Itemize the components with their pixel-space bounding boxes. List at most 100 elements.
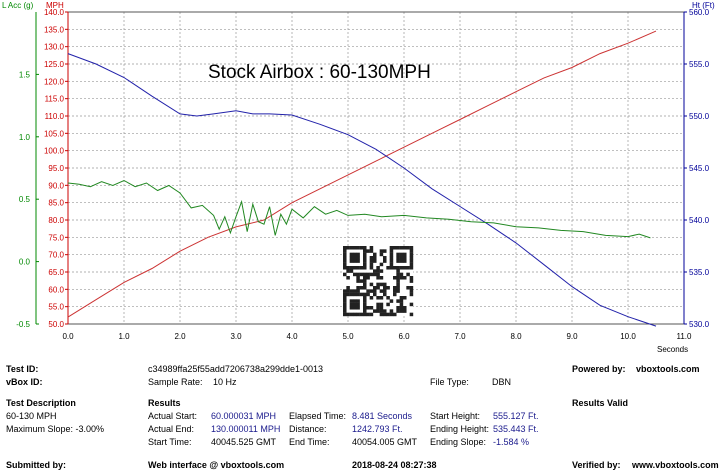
qr-module [359, 286, 364, 290]
qr-module [379, 312, 384, 317]
qr-module [393, 266, 397, 270]
x-tick-label: 7.0 [454, 332, 466, 341]
vbox-id-label: vBox ID: [6, 377, 43, 387]
qr-module [403, 309, 407, 313]
qr-module [353, 272, 357, 277]
x-axis-label: Seconds [657, 345, 688, 354]
qr-module [406, 286, 410, 290]
series-line-mph [67, 30, 657, 318]
qr-module [396, 276, 400, 280]
qr-module [373, 309, 377, 313]
qr-module [343, 256, 347, 260]
qr-module [359, 312, 364, 317]
start-time-label: Start Time: [148, 437, 192, 447]
qr-module [346, 266, 350, 270]
qr-module [343, 292, 347, 297]
ht-tick-label: 555.0 [689, 60, 710, 69]
qr-module [366, 249, 370, 253]
qr-module [353, 256, 357, 260]
qr-module [376, 296, 380, 300]
qr-module [349, 246, 354, 250]
qr-module [403, 296, 407, 300]
qr-module [366, 312, 370, 317]
qr-module [403, 256, 407, 260]
qr-module [353, 302, 357, 307]
maximum-slope: Maximum Slope: -3.00% [6, 424, 105, 434]
qr-module [399, 266, 404, 270]
powered-by-value: vboxtools.com [636, 364, 700, 374]
qr-module [353, 299, 357, 303]
qr-module [363, 272, 367, 277]
qr-module [363, 296, 367, 300]
ending-slope-label: Ending Slope: [430, 437, 487, 447]
x-tick-label: 6.0 [398, 332, 410, 341]
qr-module [379, 252, 384, 257]
qr-module [403, 306, 407, 310]
ht-tick-label: 530.0 [689, 320, 710, 329]
qr-module [369, 259, 374, 263]
qr-module [376, 306, 380, 310]
qr-module [403, 259, 407, 263]
lacc-tick-label: 1.0 [19, 133, 31, 142]
qr-module [346, 269, 350, 273]
qr-module [363, 256, 367, 260]
qr-module [349, 289, 354, 293]
qr-module [363, 249, 367, 253]
qr-module [356, 286, 360, 290]
qr-module [399, 246, 404, 250]
x-tick-label: 3.0 [230, 332, 242, 341]
qr-module [379, 282, 384, 287]
qr-module [343, 289, 347, 293]
qr-module [349, 312, 354, 317]
powered-by-label: Powered by: [572, 364, 626, 374]
qr-module [389, 259, 394, 263]
lacc-tick-label: 0.5 [19, 195, 31, 204]
sample-rate-value: 10 Hz [213, 377, 237, 387]
qr-module [363, 252, 367, 257]
qr-module [369, 312, 374, 317]
mph-tick-label: 60.0 [48, 285, 64, 294]
qr-module [383, 282, 387, 287]
qr-module [363, 276, 367, 280]
ending-height-value: 535.443 Ft. [493, 424, 539, 434]
qr-module [369, 289, 374, 293]
file-type-label: File Type: [430, 377, 469, 387]
qr-module [366, 276, 370, 280]
qr-module [349, 306, 354, 310]
qr-module [393, 276, 397, 280]
qr-module [373, 289, 377, 293]
qr-module [349, 266, 354, 270]
qr-module [396, 256, 400, 260]
qr-module [386, 286, 390, 290]
qr-module [383, 249, 387, 253]
distance-value: 1242.793 Ft. [352, 424, 403, 434]
qr-module [379, 262, 384, 267]
qr-module [366, 272, 370, 277]
qr-module [363, 279, 367, 283]
qr-module [379, 302, 384, 307]
mph-tick-label: 140.0 [44, 8, 65, 17]
qr-module [366, 289, 370, 293]
qr-module [379, 249, 384, 253]
qr-module [399, 252, 404, 257]
ht-tick-label: 550.0 [689, 112, 710, 121]
qr-module [403, 252, 407, 257]
qr-module [399, 306, 404, 310]
qr-module [409, 302, 414, 307]
qr-module [366, 292, 370, 297]
ht-tick-label: 545.0 [689, 164, 710, 173]
qr-module [353, 252, 357, 257]
start-height-value: 555.127 Ft. [493, 411, 539, 421]
qr-module [363, 262, 367, 267]
qr-module [343, 272, 347, 277]
qr-module [349, 256, 354, 260]
lacc-tick-label: 0.0 [19, 258, 31, 267]
qr-module [389, 299, 394, 303]
qr-module [403, 276, 407, 280]
qr-module [393, 292, 397, 297]
qr-module [389, 309, 394, 313]
qr-module [389, 256, 394, 260]
elapsed-time-label: Elapsed Time: [289, 411, 347, 421]
qr-module [409, 286, 414, 290]
report-datetime: 2018-08-24 08:27:38 [352, 460, 437, 470]
